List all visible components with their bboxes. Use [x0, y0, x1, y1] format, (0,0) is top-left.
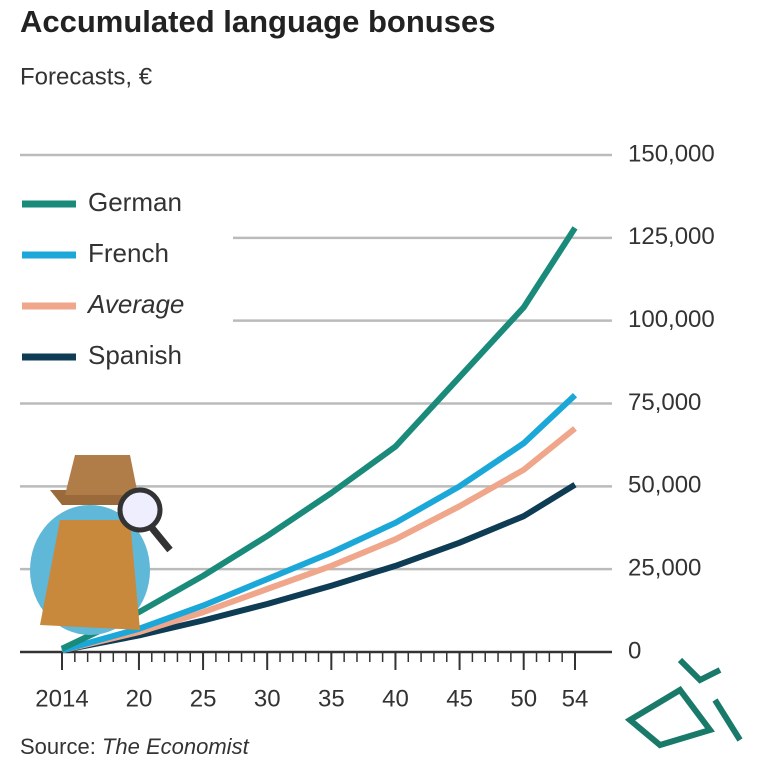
y-tick-label: 25,000 — [628, 555, 701, 582]
series-line — [61, 393, 578, 654]
mascot — [30, 455, 173, 635]
x-tick-label: 50 — [510, 685, 537, 712]
legend-label: French — [88, 238, 169, 268]
x-tick-label: 20 — [126, 685, 153, 712]
legend: German French Average Spanish — [15, 180, 233, 380]
logo — [624, 657, 743, 749]
y-tick-label: 125,000 — [628, 223, 715, 250]
legend-background — [15, 180, 233, 380]
lines — [60, 226, 578, 654]
series-line — [61, 482, 577, 654]
y-tick-label: 50,000 — [628, 472, 701, 499]
legend-label: German — [88, 187, 182, 217]
chart-title: Accumulated language bonuses — [20, 4, 495, 39]
source: Source: The Economist — [20, 734, 250, 759]
x-tick-label: 2014 — [35, 685, 88, 712]
y-tick-label: 150,000 — [628, 140, 715, 167]
legend-label: Spanish — [88, 340, 182, 370]
y-tick-label: 100,000 — [628, 306, 715, 333]
axis: 0 25,000 50,000 75,000 100,000 125,000 150,000… — [35, 140, 714, 712]
y-tick-label: 0 — [628, 637, 641, 664]
x-tick-label: 54 — [562, 685, 589, 712]
x-tick-label: 40 — [382, 685, 409, 712]
x-tick-label: 45 — [446, 685, 473, 712]
source-label: Source: — [20, 734, 96, 759]
y-tick-label: 75,000 — [628, 389, 701, 416]
series-line — [60, 226, 578, 652]
series-line — [61, 426, 577, 654]
chart-subtitle: Forecasts, € — [20, 63, 153, 90]
x-tick-label: 35 — [318, 685, 345, 712]
x-tick-label: 30 — [254, 685, 281, 712]
source-name: The Economist — [102, 734, 250, 759]
legend-label: Average — [86, 289, 184, 319]
x-tick-label: 25 — [190, 685, 217, 712]
